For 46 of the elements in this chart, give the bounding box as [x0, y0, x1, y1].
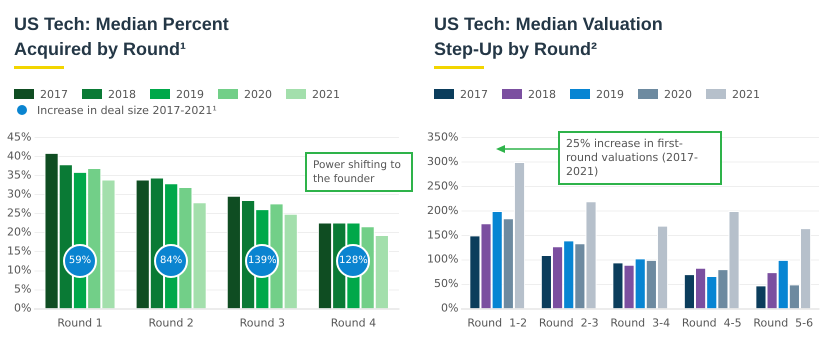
- text: Increase in deal size 2017-2021¹: [37, 104, 217, 116]
- y-tick-label: 300%: [426, 154, 458, 168]
- x-tick-label: Round 5-6: [753, 316, 814, 330]
- y-tick-label: 250%: [426, 179, 458, 192]
- y-tick-label: 200%: [426, 204, 458, 217]
- annotation: Power shifting to the founder: [305, 152, 413, 192]
- y-tick-label: 35%: [6, 168, 32, 182]
- x-tick-label: Round 1-2: [467, 316, 528, 330]
- y-tick-label: 15%: [6, 244, 32, 258]
- annotation: 25% increase in first-round valuations (2017-2021): [558, 131, 722, 185]
- x-tick-label: Round 4-5: [682, 316, 742, 330]
- chart-title: US Tech: Median Percent Acquired by Round¹: [14, 13, 230, 61]
- x-tick-label: Round 3: [240, 316, 285, 330]
- y-tick-label: 0%: [440, 302, 458, 315]
- y-tick-label: 10%: [6, 264, 32, 277]
- x-tick-label: Round 2: [148, 316, 194, 330]
- legend-label: 2019: [176, 88, 204, 100]
- x-tick-label: Round 1: [57, 316, 103, 330]
- y-tick-label: 5%: [14, 282, 32, 296]
- y-tick-label: 20%: [6, 226, 32, 239]
- y-tick-label: 45%: [6, 130, 32, 144]
- legend-label: 2017: [460, 88, 488, 100]
- legend-label: 2020: [244, 88, 272, 100]
- legend-label: 2020: [664, 88, 692, 100]
- annotation: 59%: [63, 244, 98, 278]
- x-tick-label: Round 3-4: [610, 316, 670, 330]
- x-tick-label: Round 2-3: [538, 316, 599, 330]
- annotation: 84%: [154, 244, 188, 278]
- y-tick-label: 100%: [426, 252, 458, 266]
- y-tick-label: 150%: [426, 228, 458, 242]
- y-tick-label: 350%: [426, 130, 458, 144]
- y-tick-label: 0%: [14, 302, 32, 315]
- legend-label: 2018: [528, 88, 556, 100]
- y-tick-label: 25%: [6, 206, 32, 220]
- y-tick-label: 50%: [434, 277, 458, 290]
- legend-label: 2021: [312, 88, 340, 100]
- annotation: 139%: [245, 244, 280, 278]
- annotation: 128%: [336, 244, 370, 278]
- legend-label: 2018: [108, 88, 136, 100]
- legend-label: 2019: [596, 88, 624, 100]
- y-tick-label: 30%: [6, 188, 32, 201]
- chart-title: US Tech: Median Valuation Step-Up by Round²: [434, 13, 664, 61]
- y-tick-label: 40%: [6, 149, 32, 162]
- x-tick-label: Round 4: [330, 316, 376, 330]
- legend-label: 2017: [40, 88, 68, 100]
- legend-label: 2021: [732, 88, 760, 100]
